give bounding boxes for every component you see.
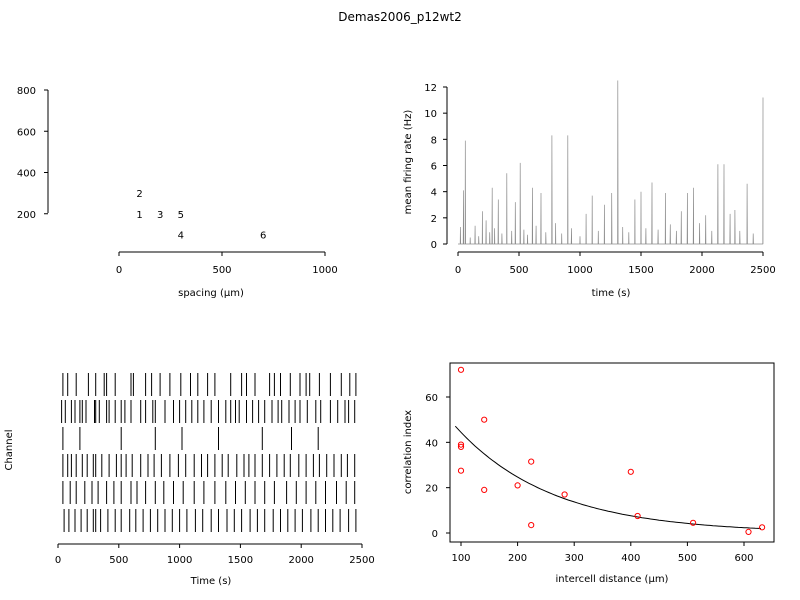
corr-y-label: correlation index bbox=[403, 410, 414, 494]
rate-y-tick-label: 10 bbox=[424, 109, 437, 120]
raster-x-tick-label: 0 bbox=[55, 555, 61, 566]
channel-position-label: 4 bbox=[178, 230, 184, 241]
corr-data-point bbox=[561, 491, 568, 498]
corr-data-point bbox=[481, 416, 488, 423]
correlation-panel: 100 200 300 400 500 600 0 20 40 60 intercell dis… bbox=[403, 362, 775, 585]
rate-series-line bbox=[458, 80, 764, 245]
corr-data-point bbox=[745, 528, 752, 536]
layout-y-tick-label: 600 bbox=[17, 127, 36, 138]
corr-y-tick-label: 20 bbox=[425, 484, 438, 495]
rate-y-tick-label: 0 bbox=[431, 240, 437, 251]
channel-position-label: 1 bbox=[136, 210, 142, 221]
rate-x-tick-label: 1500 bbox=[628, 265, 653, 276]
corr-data-point bbox=[457, 467, 465, 474]
corr-plot-box bbox=[449, 362, 775, 543]
corr-data-point bbox=[759, 524, 766, 531]
rate-y-tick-label: 2 bbox=[431, 214, 437, 225]
channel-position-label: 3 bbox=[157, 210, 163, 221]
corr-data-point bbox=[457, 443, 465, 450]
layout-x-tick-label: 500 bbox=[212, 265, 231, 276]
corr-data-point bbox=[481, 486, 488, 493]
corr-data-point bbox=[634, 512, 641, 520]
layout-x-tick-label: 0 bbox=[116, 265, 122, 276]
layout-panel: 200 400 600 800 0 500 1000 1 2 3 4 5 6 spacing (μm… bbox=[17, 86, 338, 299]
corr-data-point bbox=[528, 458, 535, 465]
corr-x-tick-label: 400 bbox=[621, 553, 640, 564]
rate-x-label: time (s) bbox=[592, 288, 631, 299]
raster-x-label: Time (s) bbox=[190, 576, 232, 587]
main-title: Demas2006_p12wt2 bbox=[338, 10, 462, 24]
rate-x-tick-label: 500 bbox=[509, 265, 528, 276]
raster-y-label: Channel bbox=[4, 429, 15, 470]
raster-x-tick-label: 1500 bbox=[228, 555, 253, 566]
corr-y-tick-label: 40 bbox=[425, 438, 438, 449]
rate-x-tick-label: 2000 bbox=[689, 265, 714, 276]
raster-x-tick-label: 500 bbox=[109, 555, 128, 566]
corr-data-point bbox=[690, 519, 697, 526]
corr-x-label: intercell distance (μm) bbox=[556, 574, 669, 585]
raster-x-tick-label: 2500 bbox=[349, 555, 374, 566]
corr-x-tick-label: 100 bbox=[451, 553, 470, 564]
corr-data-point bbox=[457, 366, 465, 373]
rate-y-label: mean firing rate (Hz) bbox=[403, 110, 414, 215]
layout-x-label: spacing (μm) bbox=[178, 288, 244, 299]
corr-data-point bbox=[627, 468, 634, 475]
rate-y-tick-label: 6 bbox=[431, 162, 437, 173]
corr-x-tick-label: 600 bbox=[734, 553, 753, 564]
rate-x-tick-label: 1000 bbox=[567, 265, 592, 276]
corr-y-tick-label: 0 bbox=[432, 529, 438, 540]
layout-x-tick-label: 1000 bbox=[312, 265, 337, 276]
raster-x-tick-label: 1000 bbox=[167, 555, 192, 566]
raster-x-tick-label: 2000 bbox=[288, 555, 313, 566]
rate-y-tick-label: 8 bbox=[431, 135, 437, 146]
corr-x-tick-label: 200 bbox=[508, 553, 527, 564]
corr-fit-curve bbox=[454, 425, 762, 529]
raster-panel: 0 500 1000 1500 2000 2500 Time (s) Channel bbox=[4, 373, 375, 587]
channel-position-label: 2 bbox=[136, 189, 142, 200]
rate-y-tick-label: 12 bbox=[424, 83, 437, 94]
rate-y-tick-label: 4 bbox=[431, 188, 437, 199]
layout-y-tick-label: 200 bbox=[17, 210, 36, 221]
channel-position-label: 6 bbox=[260, 230, 266, 241]
layout-y-tick-label: 400 bbox=[17, 169, 36, 180]
corr-y-tick-label: 60 bbox=[425, 393, 438, 404]
corr-x-tick-label: 300 bbox=[565, 553, 584, 564]
rate-x-tick-label: 2500 bbox=[750, 265, 775, 276]
rate-x-tick-label: 0 bbox=[455, 265, 461, 276]
channel-position-label: 5 bbox=[178, 210, 184, 221]
corr-data-point bbox=[528, 522, 535, 529]
layout-y-tick-label: 800 bbox=[17, 86, 36, 97]
corr-x-tick-label: 500 bbox=[678, 553, 697, 564]
corr-data-point bbox=[514, 482, 521, 489]
corr-data-point bbox=[457, 441, 465, 448]
